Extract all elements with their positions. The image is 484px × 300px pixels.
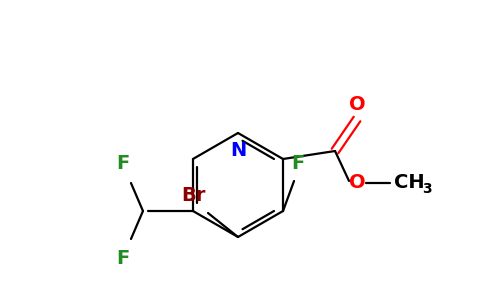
Text: O: O bbox=[348, 95, 365, 114]
Text: O: O bbox=[348, 173, 365, 193]
Text: F: F bbox=[116, 249, 130, 268]
Text: 3: 3 bbox=[422, 182, 432, 196]
Text: CH: CH bbox=[394, 173, 424, 193]
Text: F: F bbox=[116, 154, 130, 173]
Text: Br: Br bbox=[181, 186, 205, 205]
Text: F: F bbox=[291, 154, 304, 173]
Text: N: N bbox=[230, 141, 246, 160]
